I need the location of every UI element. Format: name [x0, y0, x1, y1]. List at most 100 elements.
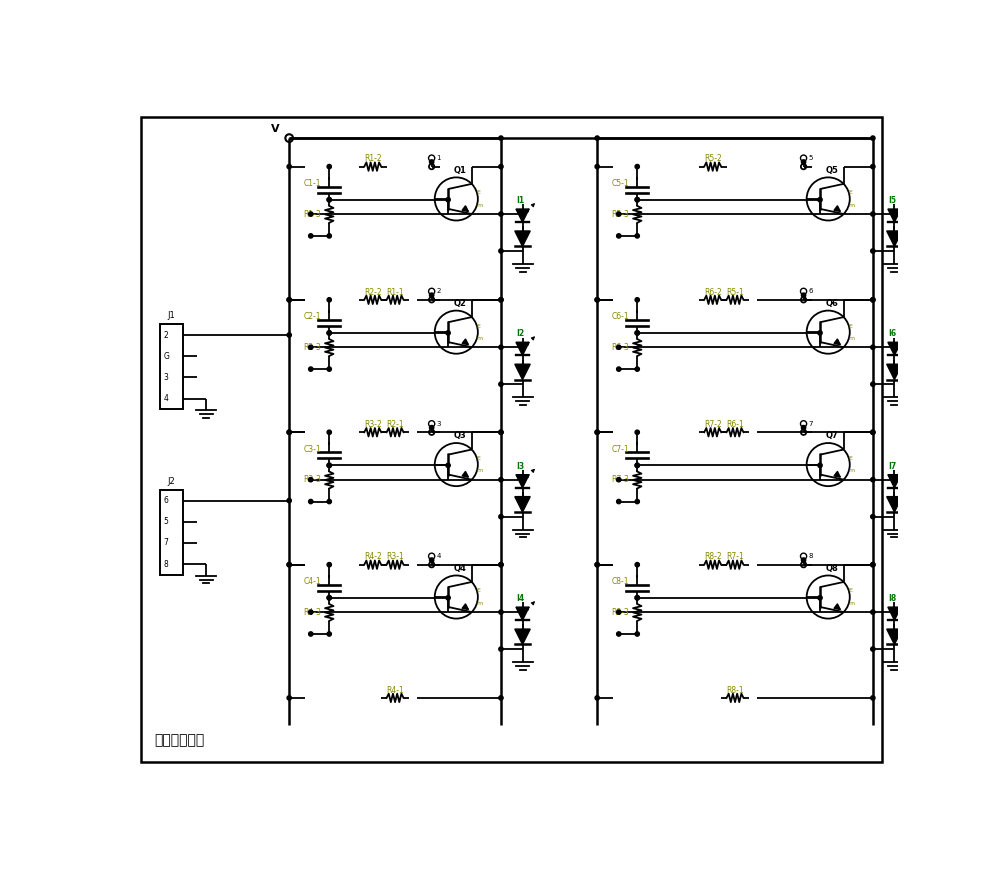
Text: C4-1: C4-1 — [303, 578, 321, 586]
Text: R7-1: R7-1 — [726, 552, 744, 562]
Text: R3-3: R3-3 — [303, 475, 321, 485]
Text: R8-3: R8-3 — [611, 608, 629, 617]
Text: E: E — [848, 456, 852, 461]
Circle shape — [499, 212, 503, 216]
Text: m: m — [848, 336, 854, 341]
Polygon shape — [515, 231, 530, 247]
Circle shape — [446, 596, 450, 600]
Circle shape — [287, 332, 291, 337]
Circle shape — [871, 514, 875, 519]
Circle shape — [287, 430, 291, 434]
Circle shape — [635, 632, 639, 636]
Circle shape — [871, 212, 875, 216]
Circle shape — [309, 234, 313, 238]
Text: m: m — [848, 601, 854, 605]
Circle shape — [818, 596, 822, 600]
Circle shape — [617, 632, 621, 636]
Circle shape — [499, 478, 503, 482]
Text: Q6: Q6 — [826, 299, 838, 308]
Bar — [160, 490, 183, 575]
Polygon shape — [516, 342, 529, 355]
Circle shape — [801, 160, 806, 164]
Text: R2-2: R2-2 — [364, 288, 382, 297]
Polygon shape — [516, 607, 529, 620]
Text: R2-1: R2-1 — [386, 420, 404, 429]
Circle shape — [635, 367, 639, 371]
Text: C5-1: C5-1 — [611, 179, 629, 188]
Circle shape — [287, 499, 291, 503]
Polygon shape — [516, 474, 529, 487]
Circle shape — [801, 558, 806, 563]
Text: I1: I1 — [516, 196, 524, 206]
Circle shape — [871, 563, 875, 567]
Text: Q3: Q3 — [454, 431, 467, 440]
Circle shape — [499, 248, 503, 253]
Circle shape — [309, 632, 313, 636]
Circle shape — [871, 430, 875, 434]
Text: I5: I5 — [888, 196, 896, 206]
Circle shape — [287, 563, 291, 567]
Text: m: m — [848, 203, 854, 207]
Circle shape — [871, 430, 875, 434]
Circle shape — [595, 696, 599, 700]
Text: R4-1: R4-1 — [386, 686, 404, 695]
Circle shape — [635, 234, 639, 238]
Circle shape — [635, 198, 639, 202]
Circle shape — [327, 298, 331, 302]
Text: R6-1: R6-1 — [726, 420, 744, 429]
Text: m: m — [476, 468, 482, 473]
Circle shape — [617, 500, 621, 504]
Text: C7-1: C7-1 — [611, 444, 629, 454]
Polygon shape — [888, 607, 901, 620]
Text: E: E — [476, 324, 480, 328]
Circle shape — [499, 430, 503, 434]
Circle shape — [429, 558, 434, 563]
Circle shape — [617, 345, 621, 349]
Text: I2: I2 — [516, 330, 524, 339]
Circle shape — [871, 563, 875, 567]
Circle shape — [635, 331, 639, 335]
Text: 5: 5 — [808, 155, 813, 161]
Circle shape — [499, 610, 503, 614]
Circle shape — [327, 430, 331, 434]
Text: R1-2: R1-2 — [364, 154, 382, 164]
Text: E: E — [476, 588, 480, 593]
Circle shape — [871, 298, 875, 302]
Circle shape — [327, 331, 331, 335]
Text: 4: 4 — [436, 553, 441, 559]
Text: C6-1: C6-1 — [611, 312, 629, 321]
Text: V: V — [271, 124, 280, 134]
Text: C3-1: C3-1 — [303, 444, 321, 454]
Circle shape — [635, 331, 639, 335]
Text: 1: 1 — [436, 155, 441, 161]
Circle shape — [499, 136, 503, 140]
Text: 光电感应部分: 光电感应部分 — [154, 733, 205, 747]
Circle shape — [327, 198, 331, 202]
Circle shape — [429, 293, 434, 298]
Text: Q8: Q8 — [826, 564, 838, 573]
Circle shape — [617, 478, 621, 482]
Circle shape — [287, 164, 291, 169]
Circle shape — [499, 345, 503, 349]
Circle shape — [309, 478, 313, 482]
Circle shape — [327, 463, 331, 467]
Text: C8-1: C8-1 — [612, 578, 629, 586]
Text: 2: 2 — [163, 331, 168, 340]
Circle shape — [595, 430, 599, 434]
Circle shape — [499, 164, 503, 169]
Text: 5: 5 — [163, 517, 168, 526]
Text: C1-1: C1-1 — [304, 179, 321, 188]
Circle shape — [871, 345, 875, 349]
Polygon shape — [516, 209, 529, 222]
Polygon shape — [888, 474, 901, 487]
Circle shape — [617, 212, 621, 216]
Text: m: m — [476, 336, 482, 341]
Circle shape — [287, 298, 291, 302]
Text: 6: 6 — [163, 496, 168, 505]
Circle shape — [327, 367, 331, 371]
Circle shape — [327, 596, 331, 600]
Text: Q5: Q5 — [826, 165, 838, 175]
Polygon shape — [515, 364, 530, 380]
Polygon shape — [515, 497, 530, 512]
Circle shape — [499, 696, 503, 700]
